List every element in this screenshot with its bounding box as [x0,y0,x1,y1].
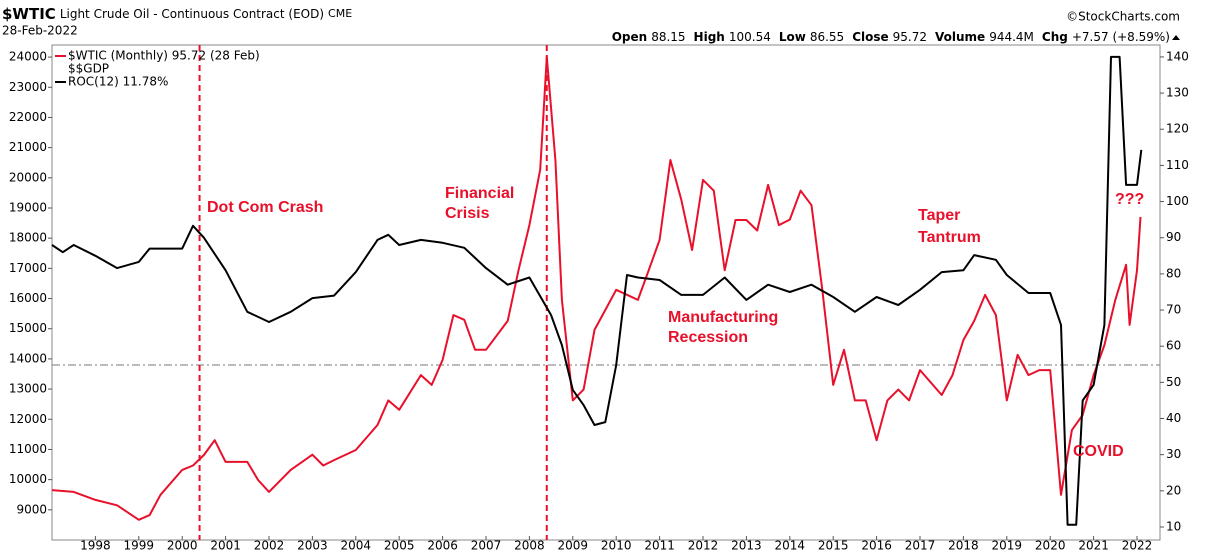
annotation: Manufacturing [668,309,778,326]
y-tick-label: 11000 [9,442,47,456]
y2-tick-label: 30 [1166,447,1181,461]
annotation: Tantrum [918,229,981,246]
y2-tick-label: 70 [1166,303,1181,317]
annotation: Taper [918,207,960,224]
annotation: Financial [445,185,514,202]
x-tick-label: 1999 [124,539,155,552]
x-tick-label: 2001 [210,539,241,552]
x-tick-label: 2013 [731,539,762,552]
x-tick-label: 2019 [992,539,1023,552]
quote-value: 944.4M [989,30,1034,44]
series-line [51,55,1143,526]
y2-tick-label: 140 [1166,49,1189,63]
quote-label: Chg [1042,30,1068,44]
y-tick-label: 22000 [9,110,47,124]
series-line [51,55,1142,521]
legend-label: ROC(12) 11.78% [68,75,168,89]
y-tick-label: 24000 [9,50,47,64]
legend-label: $WTIC (Monthly) 95.72 (28 Feb) [68,49,260,63]
x-tick-label: 2003 [297,539,328,552]
y2-tick-label: 90 [1166,230,1181,244]
y-tick-label: 20000 [9,170,47,184]
x-tick-label: 2009 [558,539,589,552]
chart-date: 28-Feb-2022 [2,24,78,38]
y-tick-label: 23000 [9,80,47,94]
quote: Open 88.15 High 100.54 Low 86.55 Close 95.72 Vol… [612,30,1170,44]
y-tick-label: 17000 [9,261,47,275]
x-tick-label: 2017 [905,539,936,552]
quote-value: 88.15 [651,30,685,44]
y-tick-label: 10000 [9,472,47,486]
y2-tick-label: 100 [1166,194,1189,208]
quote-value: 95.72 [893,30,927,44]
y-tick-label: 15000 [9,321,47,335]
y2-tick-label: 50 [1166,375,1181,389]
x-tick-label: 2004 [341,539,372,552]
annotation: Dot Com Crash [207,199,323,216]
y2-tick-label: 60 [1166,339,1181,353]
y2-tick-label: 80 [1166,266,1181,280]
x-tick-label: 2020 [1035,539,1066,552]
quote-value: 100.54 [729,30,771,44]
plot-frame [51,44,1161,541]
annotation: Recession [668,329,748,346]
x-tick-label: 2021 [1078,539,1109,552]
y-tick-label: 12000 [9,412,47,426]
y2-tick-label: 40 [1166,411,1181,425]
annotation: ??? [1115,191,1144,208]
quote-arrow [1172,35,1180,40]
x-tick-label: 2011 [644,539,675,552]
annotation: COVID [1073,443,1124,460]
source: ©StockCharts.com [1066,10,1180,24]
x-tick-label: 2007 [471,539,502,552]
quote-label: Low [779,30,806,44]
y2-tick-label: 20 [1166,483,1181,497]
header: $WTIC Light Crude Oil - Continuous Contra… [2,5,352,23]
y-tick-label: 16000 [9,291,47,305]
y-tick-label: 9000 [16,502,47,516]
x-tick-label: 2006 [427,539,458,552]
x-tick-label: 2005 [384,539,415,552]
x-tick-label: 2008 [514,539,545,552]
y-tick-label: 18000 [9,231,47,245]
legend-label: $$GDP [68,62,109,76]
y2-tick-label: 10 [1166,519,1181,533]
x-tick-label: 2016 [861,539,892,552]
x-tick-label: 2000 [167,539,198,552]
chart-title: Light Crude Oil - Continuous Contract (E… [60,7,324,21]
quote-value: 86.55 [810,30,844,44]
y-tick-label: 19000 [9,200,47,214]
x-tick-label: 2018 [948,539,979,552]
x-tick-label: 1998 [80,539,111,552]
quote-label: Close [852,30,888,44]
exchange: CME [328,7,352,20]
x-tick-label: 2022 [1122,539,1153,552]
symbol: $WTIC [2,5,56,23]
quote-label: Open [612,30,647,44]
y-tick-label: 14000 [9,351,47,365]
y2-tick-label: 120 [1166,122,1189,136]
quote-label: Volume [935,30,985,44]
x-tick-label: 2012 [688,539,719,552]
quote-label: High [694,30,725,44]
y-tick-label: 13000 [9,382,47,396]
y2-tick-label: 110 [1166,158,1189,172]
x-tick-label: 2015 [818,539,849,552]
x-tick-label: 2002 [254,539,285,552]
annotation: Crisis [445,205,490,222]
y-tick-label: 21000 [9,140,47,154]
x-tick-label: 2014 [775,539,806,552]
x-tick-label: 2010 [601,539,632,552]
quote-value: +7.57 (+8.59%) [1072,30,1170,44]
y2-tick-label: 130 [1166,86,1189,100]
